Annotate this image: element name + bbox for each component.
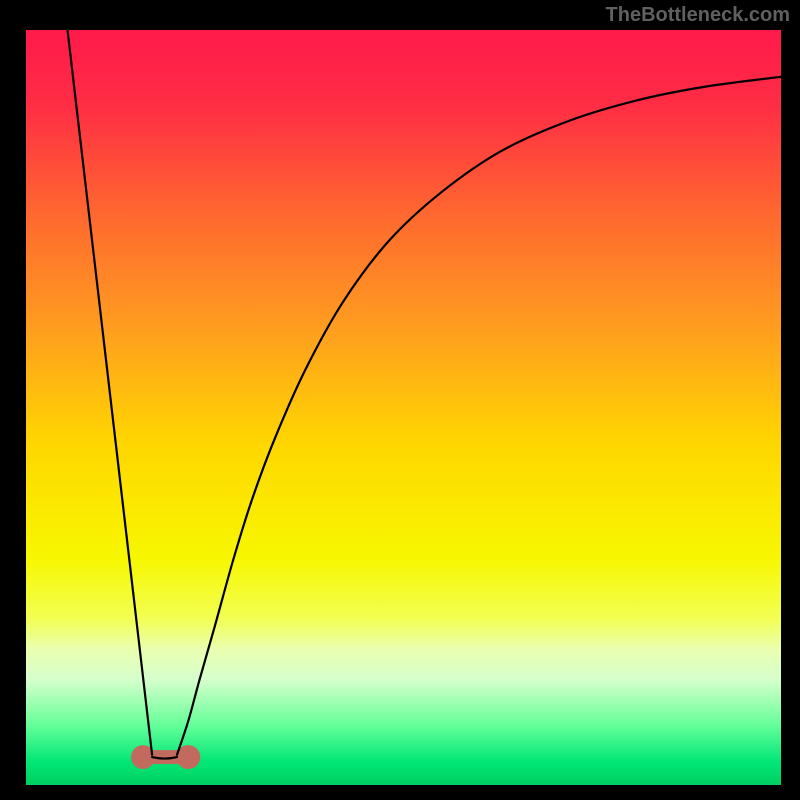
watermark-text: TheBottleneck.com	[606, 4, 790, 27]
chart-plot-area	[26, 30, 781, 785]
optimum-marker	[131, 745, 200, 769]
curve-left-branch	[68, 30, 153, 755]
curve-right-branch	[177, 77, 781, 755]
bottleneck-curve	[26, 30, 781, 785]
